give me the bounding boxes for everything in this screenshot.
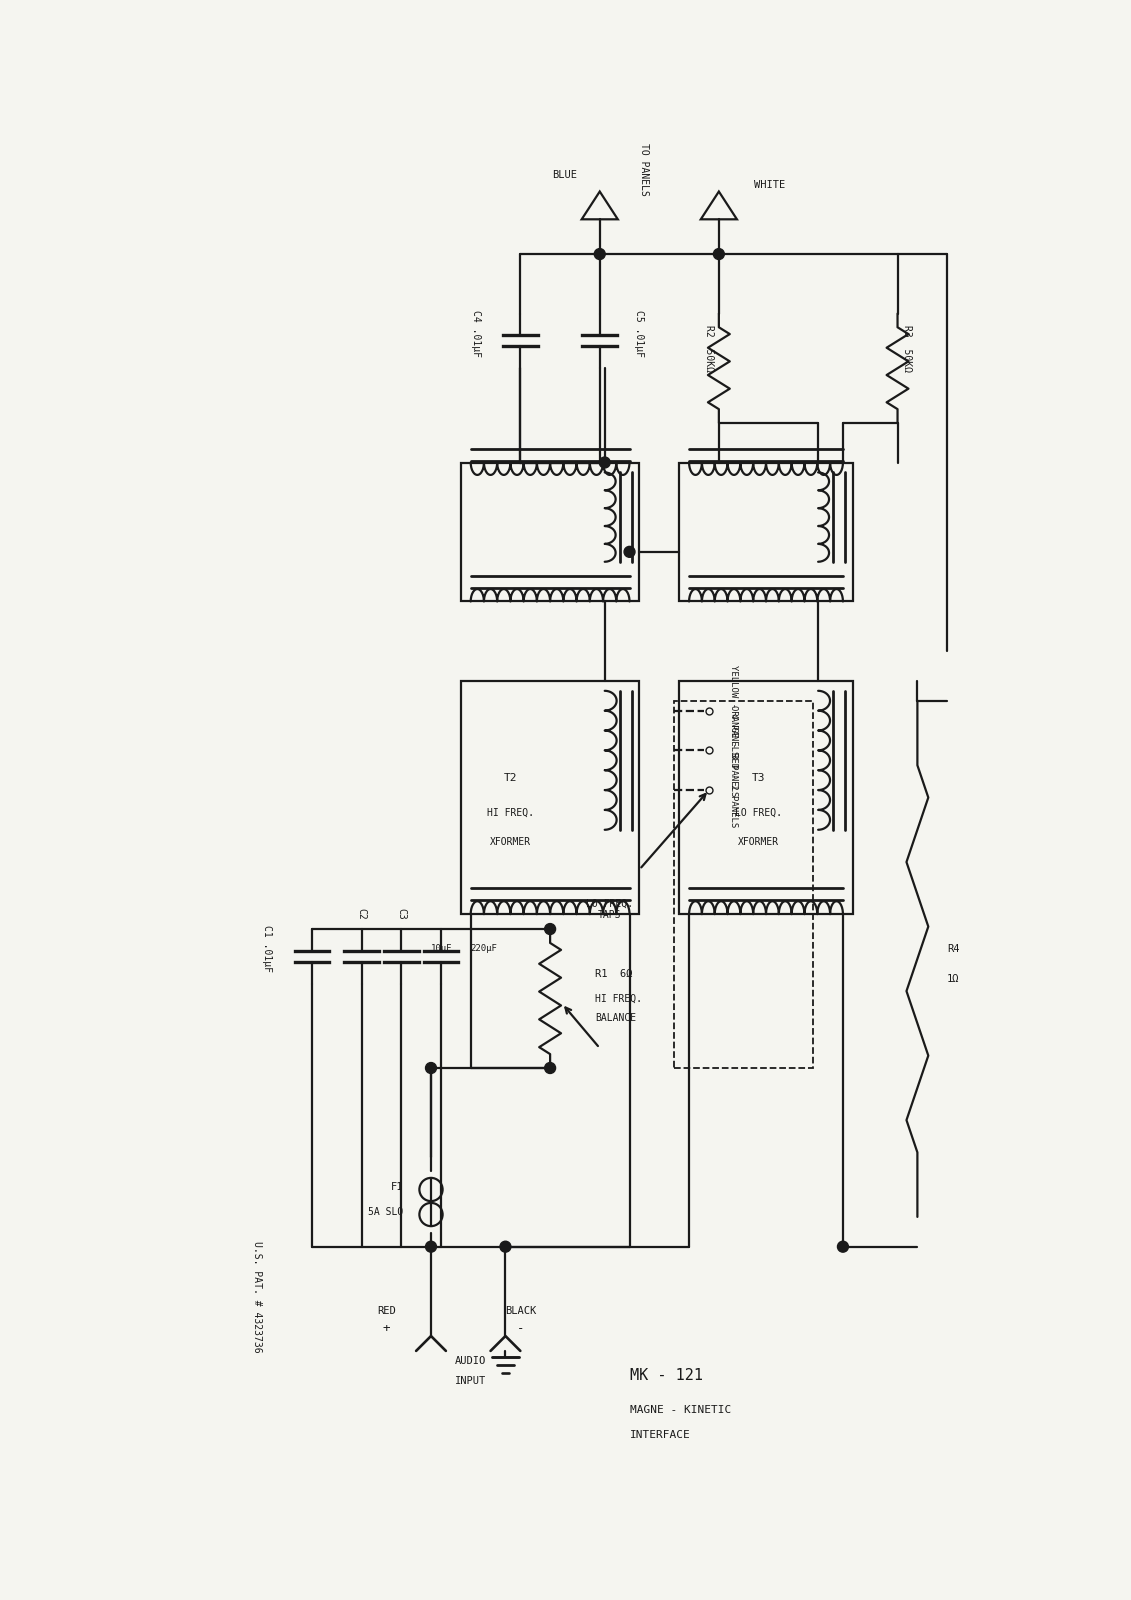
Text: R3  50KΩ: R3 50KΩ bbox=[903, 325, 913, 371]
Text: 220μF: 220μF bbox=[470, 944, 498, 954]
Text: 1Ω: 1Ω bbox=[947, 974, 960, 984]
Text: HI FREQ.: HI FREQ. bbox=[487, 808, 534, 818]
Text: BLUE: BLUE bbox=[553, 170, 578, 179]
Circle shape bbox=[594, 248, 605, 259]
Text: MAGNE - KINETIC: MAGNE - KINETIC bbox=[630, 1405, 731, 1416]
Text: U.S. PAT. # 4323736: U.S. PAT. # 4323736 bbox=[252, 1240, 262, 1352]
Bar bbox=[460, 682, 639, 914]
Bar bbox=[460, 462, 639, 602]
Text: INPUT: INPUT bbox=[455, 1376, 486, 1386]
Text: R2  50KΩ: R2 50KΩ bbox=[703, 325, 714, 371]
Text: RED: RED bbox=[377, 1306, 396, 1317]
Circle shape bbox=[624, 546, 634, 557]
Text: XFORMER: XFORMER bbox=[739, 837, 779, 846]
Circle shape bbox=[500, 1242, 511, 1253]
Circle shape bbox=[837, 1242, 848, 1253]
Bar bbox=[679, 462, 853, 602]
Text: XFORMER: XFORMER bbox=[490, 837, 530, 846]
Text: 5A SLO: 5A SLO bbox=[368, 1206, 404, 1218]
Text: BALANCE: BALANCE bbox=[595, 1013, 636, 1024]
Circle shape bbox=[425, 1242, 437, 1253]
Text: -: - bbox=[517, 1322, 524, 1334]
Circle shape bbox=[714, 248, 724, 259]
Text: MK - 121: MK - 121 bbox=[630, 1368, 702, 1384]
Text: +: + bbox=[382, 1322, 390, 1334]
Text: T3: T3 bbox=[752, 773, 766, 782]
Text: BLACK: BLACK bbox=[504, 1306, 536, 1317]
Text: LO FREQ.
TAPS: LO FREQ. TAPS bbox=[586, 898, 633, 920]
Text: C2: C2 bbox=[356, 909, 366, 920]
Text: T2: T2 bbox=[503, 773, 517, 782]
Text: C4 .01μF: C4 .01μF bbox=[470, 310, 481, 357]
Text: 10μF: 10μF bbox=[431, 944, 452, 954]
Bar bbox=[674, 701, 813, 1069]
Circle shape bbox=[545, 1062, 555, 1074]
Circle shape bbox=[545, 923, 555, 934]
Circle shape bbox=[425, 1062, 437, 1074]
Text: INTERFACE: INTERFACE bbox=[630, 1430, 690, 1440]
Text: F1: F1 bbox=[390, 1182, 404, 1192]
Text: AUDIO: AUDIO bbox=[455, 1355, 486, 1366]
Text: R1  6Ω: R1 6Ω bbox=[595, 968, 632, 979]
Circle shape bbox=[599, 458, 610, 467]
Text: YELLOW - 4 PANELS: YELLOW - 4 PANELS bbox=[728, 666, 737, 757]
Text: R4: R4 bbox=[947, 944, 960, 954]
Text: C5 .01μF: C5 .01μF bbox=[634, 310, 645, 357]
Text: ORANGE - 3 PANELS: ORANGE - 3 PANELS bbox=[728, 704, 737, 797]
Text: HI FREQ.: HI FREQ. bbox=[595, 994, 641, 1003]
Bar bbox=[679, 682, 853, 914]
Text: C3: C3 bbox=[396, 909, 406, 920]
Text: C1 .01μF: C1 .01μF bbox=[262, 925, 273, 973]
Text: RED - 2 PANELS: RED - 2 PANELS bbox=[728, 752, 737, 827]
Text: WHITE: WHITE bbox=[753, 179, 785, 189]
Text: LO FREQ.: LO FREQ. bbox=[735, 808, 782, 818]
Text: TO PANELS: TO PANELS bbox=[639, 144, 649, 197]
